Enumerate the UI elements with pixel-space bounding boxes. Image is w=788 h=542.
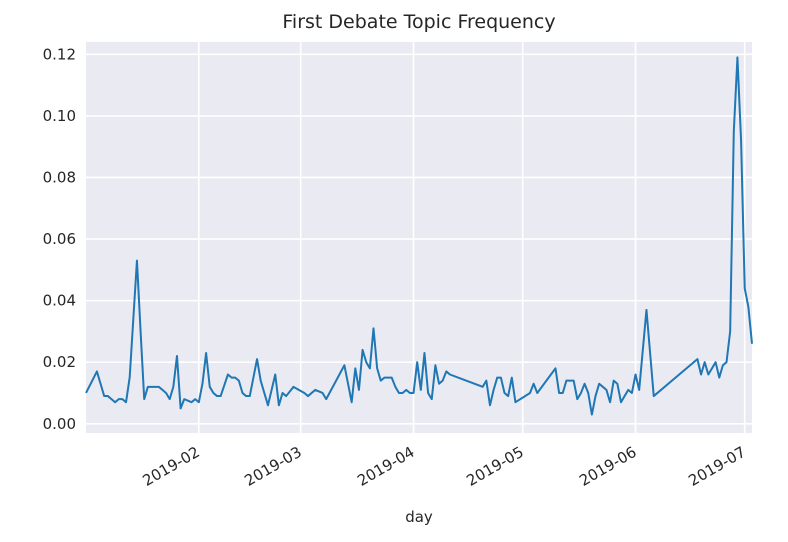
- x-tick-label: 2019-06: [576, 443, 639, 490]
- x-gridlines: [198, 42, 746, 433]
- x-tick-label: 2019-05: [463, 443, 526, 490]
- x-tick-label: 2019-03: [241, 443, 304, 490]
- y-tick-label: 0.10: [43, 107, 76, 125]
- y-tick-label: 0.02: [43, 353, 76, 371]
- x-tick-labels: 2019-02 2019-03 2019-04 2019-05 2019-06 2019-…: [140, 443, 749, 490]
- x-tick-label: 2019-04: [354, 443, 417, 490]
- x-axis-label: day: [405, 508, 433, 526]
- x-tick-label: 2019-07: [685, 443, 748, 490]
- chart-title: First Debate Topic Frequency: [282, 11, 555, 33]
- series-line: [85, 56, 753, 416]
- y-tick-label: 0.12: [43, 45, 76, 63]
- y-tick-label: 0.08: [43, 168, 76, 186]
- x-tick-label: 2019-02: [140, 443, 203, 490]
- y-tick-label: 0.06: [43, 230, 76, 248]
- y-gridlines: [86, 53, 752, 425]
- y-tick-label: 0.00: [43, 415, 76, 433]
- y-tick-labels: 0.00 0.02 0.04 0.06 0.08 0.10 0.12: [43, 45, 76, 432]
- y-tick-label: 0.04: [43, 292, 76, 310]
